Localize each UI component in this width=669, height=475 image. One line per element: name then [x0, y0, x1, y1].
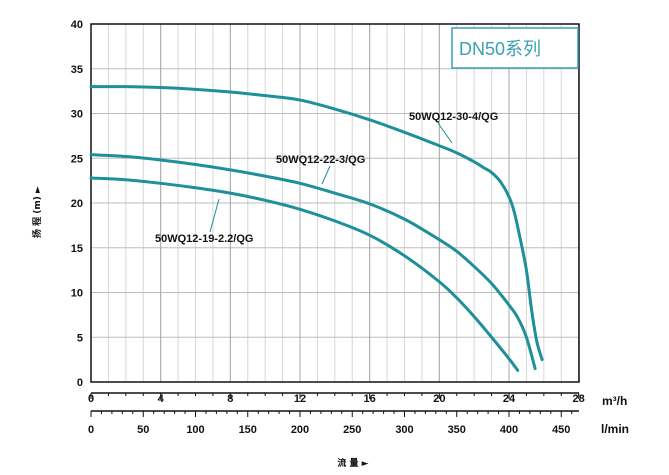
chart-title: DN50系列 — [459, 39, 541, 59]
curve-label: 50WQ12-30-4/QG — [409, 111, 498, 123]
y-tick-label: 10 — [71, 288, 83, 300]
series-line-2 — [89, 153, 537, 371]
chart-curves — [89, 85, 544, 372]
x-tick-label-secondary: 300 — [395, 424, 413, 436]
x-tick-label-secondary: 200 — [291, 424, 309, 436]
curve-label: 50WQ12-19-2.2/QG — [155, 233, 253, 245]
x-tick-label-secondary: 250 — [343, 424, 361, 436]
x-unit-secondary: l/min — [601, 422, 629, 436]
chart-labels: 50WQ12-30-4/QG 50WQ12-22-3/QG 50WQ12-19-2.… — [155, 111, 498, 245]
x-tick-label-secondary: 400 — [500, 424, 518, 436]
chart-title-box — [451, 27, 579, 69]
x-tick-label-secondary: 150 — [239, 424, 257, 436]
y-tick-label: 40 — [71, 19, 83, 31]
x-tick-label-secondary: 0 — [88, 424, 94, 436]
x-tick-label-primary: 0 — [88, 393, 94, 405]
x-tick-label-secondary: 50 — [137, 424, 149, 436]
plot-frame — [90, 23, 580, 383]
y-tick-label: 20 — [71, 198, 83, 210]
y-tick-label: 25 — [71, 153, 83, 165]
x-tick-label-primary: 28 — [573, 393, 585, 405]
y-tick-label: 5 — [77, 332, 83, 344]
x-tick-label-secondary: 450 — [552, 424, 570, 436]
y-tick-label: 15 — [71, 243, 83, 255]
x-tick-label-primary: 8 — [227, 393, 233, 405]
x-tick-label-primary: 24 — [503, 393, 516, 405]
y-tick-label: 0 — [77, 377, 83, 389]
x-unit-primary: m³/h — [602, 394, 627, 408]
x-tick-label-primary: 20 — [433, 393, 445, 405]
chart-grid — [90, 23, 580, 383]
y-tick-label: 30 — [71, 109, 83, 121]
y-axis-title: 扬 程 (m) ► — [31, 186, 43, 238]
curve-label-leader — [209, 198, 220, 233]
x-tick-label-primary: 16 — [364, 393, 376, 405]
y-tick-label: 35 — [71, 64, 83, 76]
curve-label-leader — [437, 122, 453, 144]
curve-label: 50WQ12-22-3/QG — [276, 154, 365, 166]
x-axis-title: 流 量 ► — [337, 457, 368, 469]
series-line-3 — [89, 176, 520, 372]
x-tick-label-primary: 12 — [294, 393, 306, 405]
x-tick-label-secondary: 350 — [448, 424, 466, 436]
curve-label-leader — [321, 165, 331, 185]
x-tick-label-primary: 4 — [158, 393, 165, 405]
series-line-1 — [89, 85, 544, 362]
x-tick-label-secondary: 100 — [186, 424, 204, 436]
